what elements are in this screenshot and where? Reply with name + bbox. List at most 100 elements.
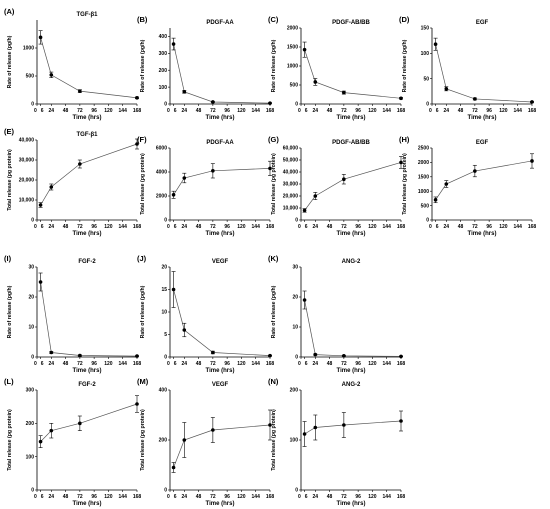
- x-tick-label: 24: [182, 108, 188, 114]
- x-tick-label: 24: [313, 361, 319, 367]
- data-point: [342, 354, 346, 358]
- data-point: [182, 328, 187, 332]
- y-tick-label: 1000: [23, 46, 34, 52]
- y-tick-label: 50: [423, 76, 429, 82]
- data-point: [399, 419, 403, 423]
- y-tick-label: 100: [159, 85, 168, 91]
- series-line: [304, 162, 402, 211]
- x-tick-label: 24: [49, 108, 55, 114]
- x-tick-label: 120: [499, 224, 508, 230]
- x-axis-label: Time (hrs): [206, 501, 235, 507]
- y-axis-label: Rate of release (pg/h): [271, 285, 277, 338]
- x-tick-label: 168: [397, 494, 406, 500]
- panel-label: (J): [137, 254, 147, 263]
- panel-title: FGF-2: [78, 382, 96, 388]
- y-tick-label: 0: [295, 488, 298, 494]
- x-tick-label: 24: [49, 224, 55, 230]
- data-point: [171, 193, 176, 197]
- series-line: [40, 281, 138, 357]
- x-tick-label: 6: [41, 494, 44, 500]
- x-tick-label: 24: [182, 494, 188, 500]
- data-point: [342, 90, 346, 95]
- series-line: [173, 289, 271, 356]
- y-tick-label: 60,000: [283, 146, 299, 152]
- x-tick-label: 48: [63, 108, 69, 114]
- x-tick-label: 6: [41, 224, 44, 230]
- data-point: [302, 432, 307, 436]
- data-point: [313, 80, 318, 84]
- x-tick-label: 24: [49, 494, 55, 500]
- x-tick-label: 24: [313, 494, 319, 500]
- y-tick-label: 10: [292, 325, 298, 331]
- y-tick-label: 400: [159, 34, 168, 40]
- x-tick-label: 120: [499, 108, 508, 114]
- y-tick-label: 0: [31, 488, 34, 494]
- x-tick-label: 168: [528, 108, 537, 114]
- x-tick-label: 6: [305, 494, 308, 500]
- y-tick-label: 500: [421, 203, 430, 209]
- y-tick-label: 2000: [156, 194, 167, 200]
- panel-label: (I): [4, 254, 12, 263]
- y-tick-label: 30: [292, 265, 298, 271]
- x-tick-label: 48: [63, 224, 69, 230]
- x-tick-label: 144: [383, 494, 392, 500]
- panel-label: (G): [268, 135, 279, 144]
- x-tick-label: 24: [444, 108, 450, 114]
- chart-panel-3: (C) PDGF-AB/BB0 6 24 48 72 96 120 144 16805001000…: [268, 15, 405, 121]
- data-point: [433, 198, 438, 202]
- data-point: [49, 185, 54, 189]
- y-tick-label: 1000: [287, 64, 298, 70]
- x-tick-label: 96: [91, 361, 97, 367]
- y-tick-label: 0: [31, 355, 34, 361]
- y-axis-label: Rate of release (pg/h): [140, 39, 146, 92]
- y-tick-label: 20: [28, 295, 34, 301]
- y-tick-label: 30,000: [19, 158, 35, 164]
- y-tick-label: 200: [159, 68, 168, 74]
- x-tick-label: 168: [133, 361, 142, 367]
- x-tick-label: 0: [167, 494, 170, 500]
- y-tick-label: 10: [161, 310, 167, 316]
- x-tick-label: 168: [133, 224, 142, 230]
- y-tick-label: 0: [295, 355, 298, 361]
- x-axis-label: Time (hrs): [73, 368, 102, 374]
- y-tick-label: 30,000: [283, 182, 299, 188]
- data-point: [473, 97, 477, 101]
- data-point: [444, 87, 449, 91]
- data-point: [342, 177, 346, 181]
- y-tick-label: 4000: [156, 170, 167, 176]
- chart-panel-12: (L) FGF-20 6 24 48 72 96 120 144 1680100200300Tim…: [4, 377, 141, 507]
- x-tick-label: 120: [104, 361, 113, 367]
- x-tick-label: 168: [266, 494, 275, 500]
- panel-label: (K): [268, 254, 279, 263]
- y-tick-label: 0: [31, 218, 34, 224]
- x-axis-label: Time (hrs): [73, 501, 102, 507]
- y-tick-label: 20,000: [283, 194, 299, 200]
- x-tick-label: 24: [313, 224, 319, 230]
- x-tick-label: 120: [237, 494, 246, 500]
- x-axis-label: Time (hrs): [73, 115, 102, 121]
- y-tick-label: 6000: [156, 146, 167, 152]
- x-tick-label: 24: [313, 108, 319, 114]
- x-tick-label: 0: [34, 494, 37, 500]
- y-tick-label: 0: [295, 218, 298, 224]
- data-point: [444, 182, 449, 186]
- y-tick-label: 0: [295, 102, 298, 108]
- series-line: [40, 403, 138, 442]
- x-axis-label: Time (hrs): [337, 115, 366, 121]
- y-axis-label: Total release (pg protein): [271, 153, 277, 215]
- data-point: [268, 353, 272, 358]
- y-tick-label: 10,000: [19, 198, 35, 204]
- x-tick-label: 24: [444, 224, 450, 230]
- data-point: [302, 208, 307, 213]
- y-tick-label: 10,000: [283, 206, 299, 212]
- series-line: [40, 37, 138, 99]
- data-point: [49, 73, 54, 77]
- x-tick-label: 72: [341, 361, 347, 367]
- x-tick-label: 96: [355, 361, 361, 367]
- x-tick-label: 96: [224, 494, 230, 500]
- series-line: [435, 160, 533, 201]
